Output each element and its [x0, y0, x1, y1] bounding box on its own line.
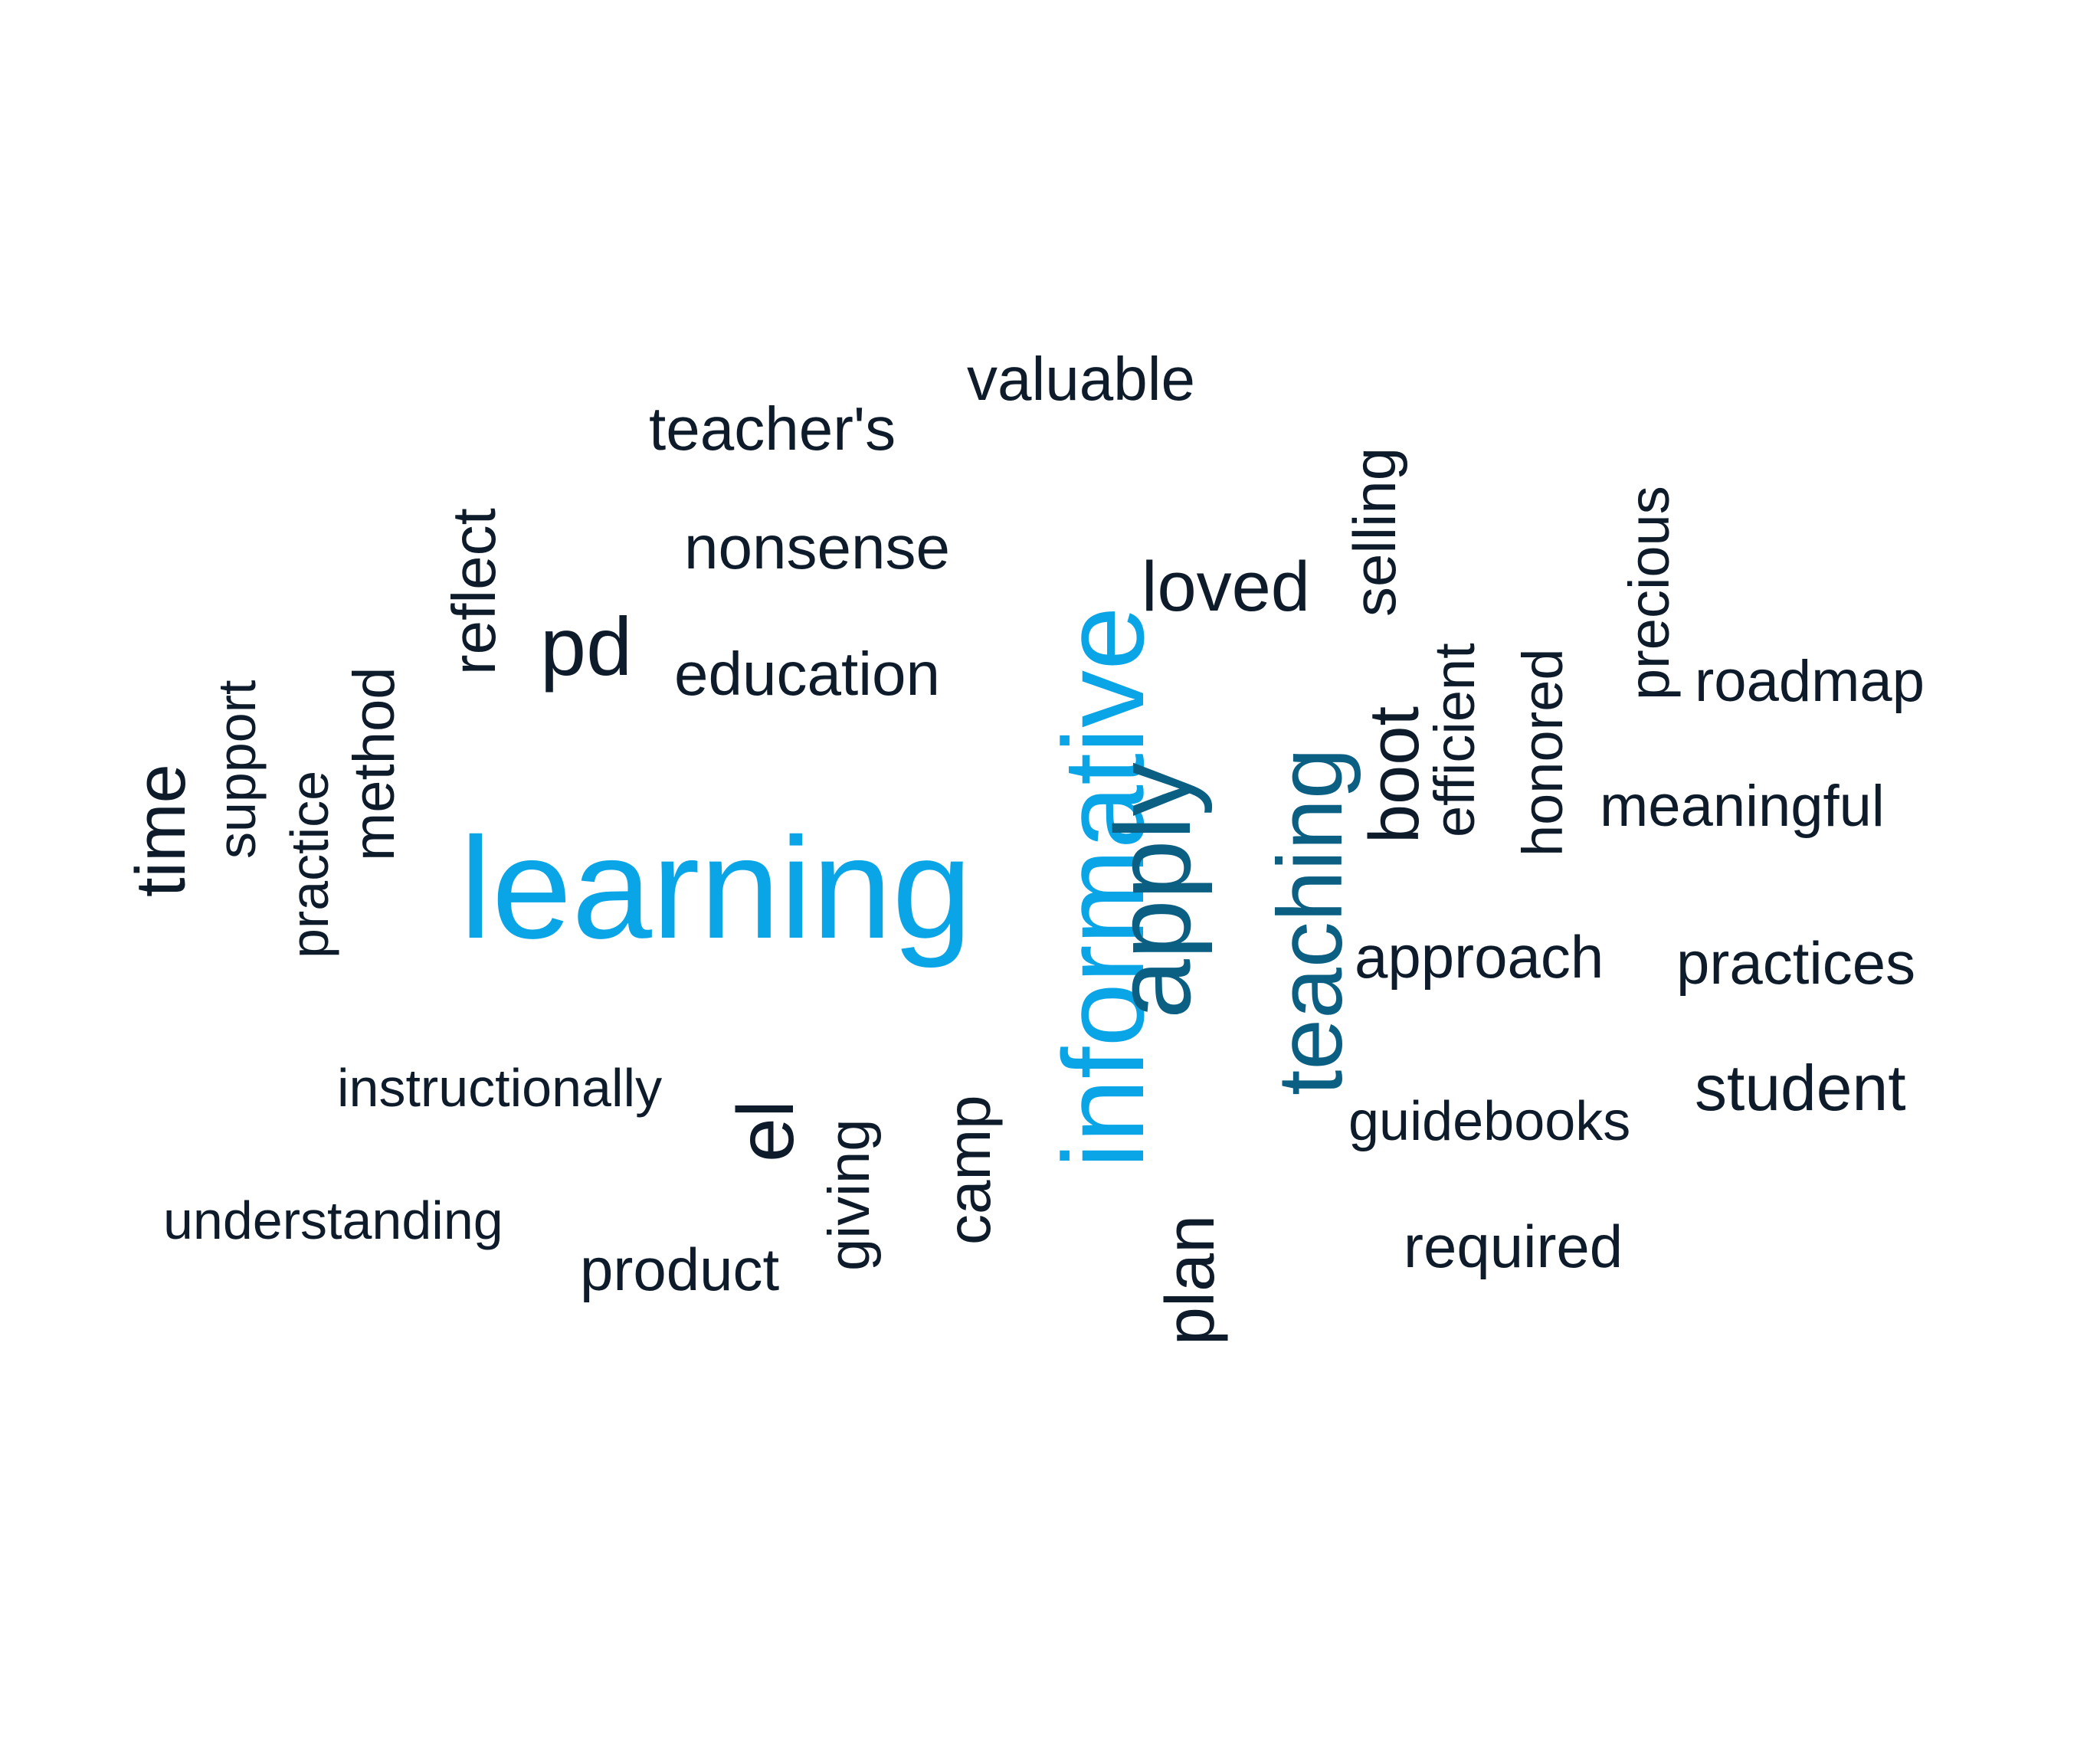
word-apply: apply [1093, 728, 1213, 1019]
word-giving-text: giving [817, 1118, 882, 1271]
word-product: product [580, 1236, 780, 1303]
word-roadmap: roadmap [1695, 649, 1925, 714]
word-student: student [1695, 1052, 1906, 1124]
word-giving: giving [817, 1087, 882, 1271]
word-understanding: understanding [163, 1190, 503, 1250]
word-support: support [207, 637, 267, 859]
word-boot-text: boot [1355, 706, 1433, 843]
word-boot: boot [1355, 652, 1433, 843]
word-guidebooks: guidebooks [1348, 1091, 1631, 1152]
word-practices: practices [1676, 929, 1916, 997]
word-camp: camp [935, 1069, 1003, 1245]
word-pd: pd [540, 600, 633, 693]
word-selling-text: selling [1341, 447, 1408, 617]
word-precious-text: precious [1617, 486, 1681, 700]
word-method: method [342, 639, 407, 862]
word-reflect-text: reflect [440, 508, 508, 675]
word-support-text: support [207, 680, 267, 859]
word-reflect: reflect [440, 445, 508, 675]
word-valuable: valuable [967, 345, 1196, 413]
word-el-text: el [722, 1100, 811, 1162]
word-time: time [122, 721, 200, 897]
word-method-text: method [342, 666, 407, 862]
word-instructionally: instructionally [337, 1058, 663, 1118]
word-el: el [722, 1063, 811, 1162]
word-teaching-text: teaching [1259, 748, 1361, 1096]
word-nonsense: nonsense [684, 513, 950, 581]
word-practice: practice [280, 736, 339, 958]
word-teachers: teacher's [649, 395, 896, 463]
word-approach: approach [1355, 923, 1604, 991]
word-loved: loved [1142, 548, 1310, 626]
word-camp-text: camp [935, 1095, 1003, 1245]
word-precious: precious [1617, 447, 1681, 700]
word-time-text: time [122, 764, 200, 897]
word-selling: selling [1341, 387, 1408, 617]
word-plan-text: plan [1152, 1214, 1229, 1345]
word-meaningful: meaningful [1600, 774, 1885, 839]
word-teaching: teaching [1259, 705, 1361, 1096]
word-honored-text: honored [1511, 648, 1574, 856]
word-required: required [1404, 1213, 1623, 1280]
word-learning: learning [460, 807, 972, 968]
word-apply-text: apply [1093, 762, 1213, 1019]
word-plan: plan [1152, 1192, 1229, 1345]
word-practice-text: practice [280, 770, 339, 958]
word-efficient: efficient [1423, 600, 1486, 837]
word-honored: honored [1511, 611, 1574, 856]
word-education: education [674, 640, 940, 708]
